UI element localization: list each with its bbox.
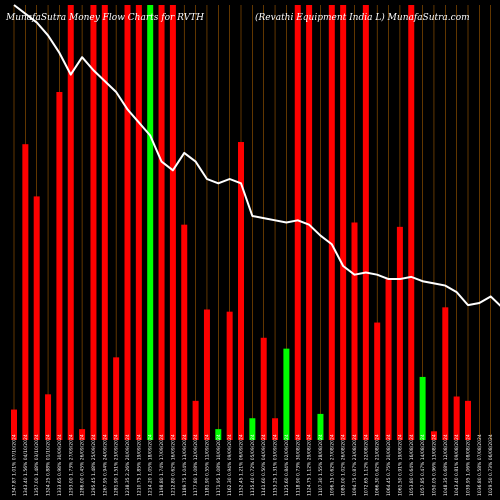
x-tick-label: 1212.80 0.62% 16/09/2024 (170, 434, 176, 496)
x-tick-label: 1162.30 0.94% 09/09/2024 (227, 434, 233, 496)
money-flow-bar (90, 5, 97, 440)
money-flow-bar (294, 5, 301, 440)
money-flow-bar (101, 5, 108, 440)
money-flow-bar (465, 400, 471, 440)
x-tick-label: 1171.95 1.08% 10/09/2024 (216, 434, 222, 496)
x-tick-label: 1036.80 0.58% 07/08/2024 (477, 434, 483, 496)
x-tick-label: 1343.40 1.56% 04/10/2024 (23, 434, 29, 496)
money-flow-bar (158, 5, 165, 440)
x-tick-label: 1198.80 1.74% 17/09/2024 (159, 434, 165, 496)
x-tick-label: 1210.75 1.85% 19/09/2024 (136, 434, 142, 496)
money-flow-bar (67, 5, 74, 440)
x-tick-label: 1347.87 1.01% 07/10/2024 (12, 434, 18, 496)
money-flow-bar (362, 5, 369, 440)
money-flow-bar (317, 413, 324, 440)
chart-title-right: (Revathi Equipment India L) MunafaSutra.… (255, 12, 470, 23)
x-axis-labels: 1347.87 1.01% 07/10/2024 1343.40 1.56% 04… (12, 434, 500, 496)
money-flow-bar (192, 400, 199, 440)
money-flow-bar (169, 5, 176, 440)
money-flow-bar (113, 357, 120, 440)
x-tick-label: 1152.45 1.21% 06/09/2024 (239, 434, 245, 496)
x-tick-label: 1153.25 1.31% 03/09/2024 (273, 434, 279, 496)
x-tick-label: 1061.50 0.91% 19/08/2024 (397, 434, 403, 496)
x-tick-label: 1295.45 1.48% 25/09/2024 (91, 434, 97, 496)
price-line-group (13, 4, 500, 307)
money-flow-bar (33, 196, 40, 440)
x-tick-label: 1050.05 0.96% 13/08/2024 (431, 434, 437, 496)
money-flow-bar (453, 396, 460, 440)
x-tick-label: 1286.00 0.45% 26/09/2024 (80, 434, 86, 496)
money-flow-bar (442, 307, 449, 440)
money-flow-bar (135, 5, 142, 440)
money-flow-bar (147, 5, 154, 440)
x-tick-label: 1135.40 0.72% 05/09/2024 (250, 434, 256, 496)
money-flow-bar (215, 429, 222, 440)
x-tick-label: 1238.35 2.26% 20/09/2024 (125, 434, 131, 496)
money-flow-bar (79, 429, 86, 440)
x-tick-label: 1267.95 0.94% 24/09/2024 (102, 434, 108, 496)
x-tick-label: 1053.80 0.64% 16/08/2024 (409, 434, 415, 496)
x-tick-label: 1125.60 0.84% 02/09/2024 (284, 434, 290, 496)
money-flow-bar (306, 5, 313, 440)
x-tick-label: 1293.00 1.73% 27/09/2024 (68, 434, 74, 496)
money-flow-bar (56, 92, 63, 440)
x-tick-label: 1357.00 1.48% 03/10/2024 (34, 434, 40, 496)
money-flow-bar (203, 309, 210, 440)
money-flow-bar (340, 5, 347, 440)
x-tick-label: 1072.65 1.12% 22/08/2024 (363, 434, 369, 496)
money-flow-bar (45, 394, 52, 440)
price-line (13, 4, 500, 307)
money-flow-bar (385, 279, 392, 440)
x-tick-label: 1039.95 1.06% 08/08/2024 (466, 434, 472, 496)
chart-title-left: MunafaSutra Money Flow Charts for RVTH (5, 13, 204, 23)
x-tick-label: 1096.15 0.62% 27/08/2024 (329, 434, 335, 496)
money-flow-bar (430, 431, 437, 440)
x-tick-label: 1214.20 1.05% 18/09/2024 (148, 434, 154, 496)
money-flow-bar (283, 348, 290, 440)
money-flow-bars (11, 5, 471, 440)
money-flow-bar (249, 418, 256, 440)
money-flow-bar (328, 5, 335, 440)
x-tick-label: 1333.65 0.98% 30/09/2024 (57, 434, 63, 496)
x-tick-label: 1043.40 0.81% 09/08/2024 (454, 434, 460, 496)
x-tick-label: 1057.85 0.47% 14/08/2024 (420, 434, 426, 496)
x-tick-label: 1181.90 0.55% 11/09/2024 (204, 434, 210, 496)
x-tick-label: 1324.25 0.88% 01/10/2024 (46, 434, 52, 496)
x-tick-label: 1118.90 0.73% 30/08/2024 (295, 434, 301, 496)
money-flow-bar (374, 322, 381, 440)
money-flow-bar (260, 337, 267, 440)
money-flow-bar (11, 409, 17, 440)
money-flow-bar (396, 226, 403, 440)
x-tick-label: 1066.30 0.62% 21/08/2024 (375, 434, 381, 496)
money-flow-bar (124, 5, 131, 440)
x-tick-label: 1141.60 0.50% 04/09/2024 (261, 434, 267, 496)
x-tick-label: 1064.45 0.75% 20/08/2024 (386, 434, 392, 496)
x-tick-label: 1177.80 1.08% 12/09/2024 (193, 434, 199, 496)
money-flow-bar (272, 418, 279, 440)
money-flow-bar (22, 144, 29, 440)
x-tick-label: 1189.75 1.04% 13/09/2024 (182, 434, 188, 496)
x-tick-label: 1048.35 0.68% 12/08/2024 (443, 434, 449, 496)
x-tick-label: 1085.00 1.02% 26/08/2024 (341, 434, 347, 496)
x-tick-label: 1124.75 1.12% 29/08/2024 (307, 434, 313, 496)
money-flow-bar (419, 376, 426, 440)
money-flow-bar (226, 311, 233, 440)
money-flow-bar (408, 5, 415, 440)
money-flow-bar (351, 222, 358, 440)
x-tick-label: 1281.90 1.51% 23/09/2024 (114, 434, 120, 496)
money-flow-bar (238, 142, 244, 440)
money-flow-bar (181, 224, 188, 440)
x-tick-label: 1094.75 0.87% 23/08/2024 (352, 434, 358, 496)
x-tick-label: 1107.30 1.55% 28/08/2024 (318, 434, 324, 496)
x-tick-label: 1029.50 0.73% 06/08/2024 (488, 434, 494, 496)
